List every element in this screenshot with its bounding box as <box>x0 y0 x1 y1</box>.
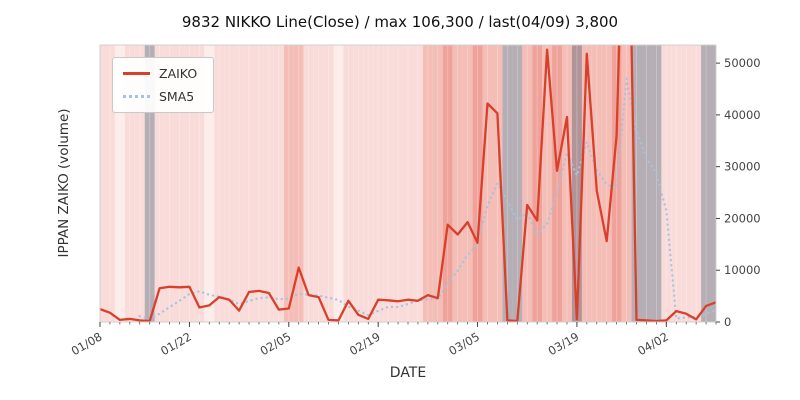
svg-text:01/08: 01/08 <box>69 329 105 358</box>
svg-text:04/02: 04/02 <box>635 329 671 358</box>
svg-text:02/05: 02/05 <box>258 329 294 358</box>
svg-text:02/19: 02/19 <box>347 329 383 358</box>
legend: ZAIKO SMA5 <box>112 57 215 113</box>
svg-text:50000: 50000 <box>724 56 761 70</box>
chart-title: 9832 NIKKO Line(Close) / max 106,300 / l… <box>181 13 619 31</box>
svg-text:01/22: 01/22 <box>158 329 194 358</box>
legend-label-sma5: SMA5 <box>159 89 195 104</box>
svg-text:30000: 30000 <box>724 160 761 174</box>
svg-text:40000: 40000 <box>724 108 761 122</box>
y-axis-label: IPPAN ZAIKO (volume) <box>56 108 72 258</box>
svg-text:03/19: 03/19 <box>546 329 582 358</box>
svg-text:03/05: 03/05 <box>446 329 482 358</box>
sma5-line-swatch <box>123 95 150 98</box>
svg-text:10000: 10000 <box>724 263 761 277</box>
legend-label-zaiko: ZAIKO <box>159 66 198 81</box>
svg-text:0: 0 <box>724 315 731 329</box>
zaiko-line-swatch <box>123 72 150 75</box>
svg-text:20000: 20000 <box>724 211 761 225</box>
x-axis-label: DATE <box>389 365 427 381</box>
legend-item-zaiko: ZAIKO <box>123 66 197 81</box>
legend-item-sma5: SMA5 <box>123 89 197 104</box>
